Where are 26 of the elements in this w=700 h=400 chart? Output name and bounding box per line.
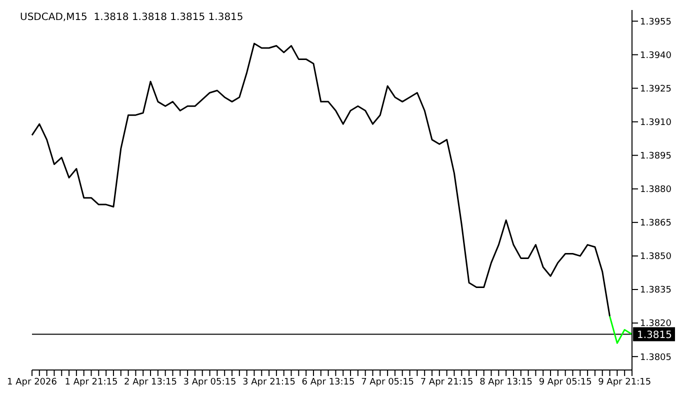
y-tick-label: 1.3880 — [640, 185, 672, 196]
ref-line-label: 1.3815 — [637, 330, 672, 342]
x-tick-label: 9 Apr 21:15 — [598, 377, 652, 388]
line-series — [609, 316, 633, 344]
y-tick-label: 1.3955 — [640, 17, 672, 28]
x-tick-label: 6 Apr 13:15 — [302, 377, 355, 388]
y-tick-label: 1.3865 — [640, 218, 672, 229]
x-tick-label: 7 Apr 05:15 — [361, 377, 414, 388]
x-tick-label: 7 Apr 21:15 — [420, 377, 474, 388]
y-tick-label: 1.3940 — [640, 50, 672, 61]
x-tick-label: 2 Apr 13:15 — [124, 377, 178, 388]
line-series — [31, 42, 611, 318]
chart-title: USDCAD,M15 1.3818 1.3818 1.3815 1.3815 — [20, 12, 244, 23]
x-tick-label: 3 Apr 05:15 — [183, 377, 236, 388]
y-tick-label: 1.3850 — [640, 252, 672, 262]
x-tick-label: 1 Apr 2026 — [7, 377, 58, 388]
x-tick-label: 1 Apr 21:15 — [64, 377, 118, 388]
y-tick-label: 1.3910 — [640, 118, 672, 128]
y-tick-label: 1.3925 — [640, 84, 672, 94]
x-tick-label: 9 Apr 05:15 — [538, 377, 592, 388]
x-tick-label: 3 Apr 21:15 — [242, 377, 296, 388]
y-tick-label: 1.3835 — [640, 286, 672, 296]
x-tick-label: 8 Apr 13:15 — [480, 377, 533, 388]
y-tick-label: 1.3820 — [640, 319, 672, 330]
y-tick-label: 1.3805 — [640, 352, 672, 363]
y-tick-label: 1.3895 — [640, 152, 672, 162]
